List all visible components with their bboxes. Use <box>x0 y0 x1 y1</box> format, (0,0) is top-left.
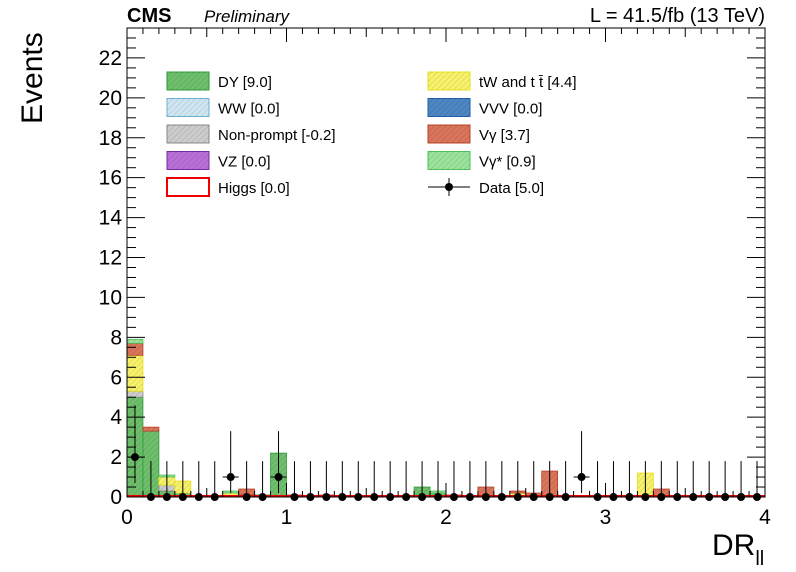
bar-hatch-nonprompt-bin-0 <box>127 391 143 398</box>
legend-swatch-hatch-vgs <box>428 151 470 170</box>
legend-label-vgs: Vγ* [0.9] <box>479 154 536 171</box>
y-tick-label: 10 <box>99 286 122 309</box>
x-axis-title-main: DR <box>712 529 755 562</box>
legend-swatch-hatch-top <box>428 72 470 90</box>
status-label: Preliminary <box>204 7 291 26</box>
bar-hatch-vg-bin-0 <box>127 343 143 356</box>
y-tick-label: 0 <box>110 486 122 509</box>
legend-label-top: tW and t t̄ [4.4] <box>479 74 577 91</box>
y-tick-label: 14 <box>99 207 123 230</box>
x-tick-label: 2 <box>440 506 452 529</box>
experiment-label: CMS <box>127 5 171 27</box>
legend-swatch-data <box>445 183 453 191</box>
legend-label-nonprompt: Non-prompt [-0.2] <box>218 127 336 144</box>
legend-label-data: Data [5.0] <box>479 180 544 197</box>
legend-label-higgs: Higgs [0.0] <box>218 180 290 197</box>
legend-label-vvv: VVV [0.0] <box>479 101 542 118</box>
bar-hatch-vg-bin-1 <box>142 427 159 432</box>
y-axis-title: Events <box>16 32 49 124</box>
legend-swatch-hatch-vg <box>428 125 470 143</box>
data-points <box>127 405 762 501</box>
bar-hatch-top-bin-0 <box>127 355 143 392</box>
y-tick-label: 6 <box>110 366 122 389</box>
x-tick-label: 4 <box>759 506 771 529</box>
x-axis-title-sub: ll <box>755 548 764 570</box>
y-tick-label: 12 <box>99 247 122 270</box>
legend-swatch-hatch-dy <box>167 72 209 90</box>
legend-swatch-hatch-nonprompt <box>167 125 209 143</box>
y-tick-label: 8 <box>110 326 122 349</box>
legend-swatch-hatch-vz <box>167 151 209 170</box>
y-tick-label: 4 <box>110 406 122 429</box>
y-tick-label: 2 <box>110 446 122 469</box>
lumi-label: L = 41.5/fb (13 TeV) <box>590 5 765 27</box>
legend-label-vg: Vγ [3.7] <box>479 127 530 144</box>
y-tick-label: 18 <box>99 127 122 150</box>
bar-hatch-vgs-bin-0 <box>127 339 143 344</box>
legend-swatch-hatch-ww <box>167 98 209 117</box>
legend-label-dy: DY [9.0] <box>218 74 272 91</box>
stacked-bars <box>126 338 765 498</box>
x-tick-label: 1 <box>281 506 293 529</box>
y-tick-label: 22 <box>99 47 122 70</box>
x-axis-title: DRll <box>712 529 764 570</box>
data-point-28 <box>577 473 586 482</box>
y-tick-label: 16 <box>99 167 122 190</box>
legend-label-ww: WW [0.0] <box>218 101 280 118</box>
data-point-9 <box>274 473 283 482</box>
x-tick-label: 3 <box>600 506 612 529</box>
legend-swatch-higgs <box>166 177 210 197</box>
x-tick-label: 0 <box>121 506 133 529</box>
legend-label-vz: VZ [0.0] <box>218 154 271 171</box>
legend-swatch-hatch-vvv <box>428 98 470 117</box>
data-point-6 <box>226 473 235 482</box>
y-tick-label: 20 <box>99 87 122 110</box>
legend: DY [9.0] tW and t t̄ [4.4] WW [0.0] VVV [0.… <box>166 71 577 197</box>
